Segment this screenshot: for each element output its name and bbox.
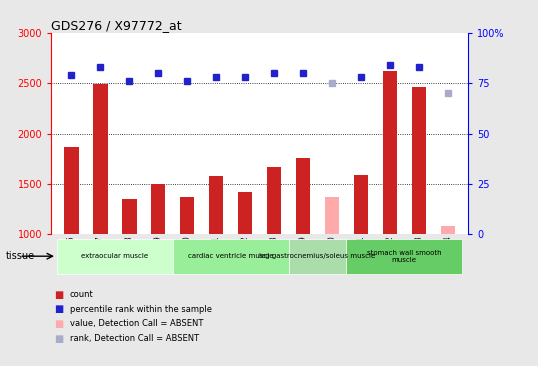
Text: GDS276 / X97772_at: GDS276 / X97772_at (51, 19, 182, 32)
Bar (180, 197, 194, 234)
Text: ■: ■ (54, 290, 63, 300)
Text: ■: ■ (54, 304, 63, 314)
Bar (288, 239, 346, 274)
Text: count: count (70, 290, 94, 299)
Text: stomach wall smooth
muscle: stomach wall smooth muscle (367, 250, 442, 263)
Bar (93, 84, 108, 234)
Text: tissue: tissue (5, 251, 34, 261)
Bar (296, 158, 310, 234)
Bar (346, 239, 462, 274)
Bar (151, 184, 166, 234)
Bar (173, 239, 288, 274)
Text: extraocular muscle: extraocular muscle (81, 253, 148, 259)
Text: ■: ■ (54, 319, 63, 329)
Bar (441, 226, 455, 234)
Bar (64, 147, 79, 234)
Bar (238, 193, 252, 234)
Text: cardiac ventricle muscle: cardiac ventricle muscle (188, 253, 273, 259)
Text: leg gastrocnemius/soleus muscle: leg gastrocnemius/soleus muscle (259, 253, 376, 259)
Bar (353, 175, 368, 234)
Bar (412, 87, 426, 234)
Bar (325, 197, 339, 234)
Bar (209, 176, 223, 234)
Text: percentile rank within the sample: percentile rank within the sample (70, 305, 212, 314)
Bar (383, 71, 397, 234)
Bar (267, 167, 281, 234)
Bar (122, 198, 137, 234)
Text: rank, Detection Call = ABSENT: rank, Detection Call = ABSENT (70, 334, 199, 343)
Bar (57, 239, 173, 274)
Text: ■: ■ (54, 333, 63, 344)
Text: value, Detection Call = ABSENT: value, Detection Call = ABSENT (70, 320, 203, 328)
